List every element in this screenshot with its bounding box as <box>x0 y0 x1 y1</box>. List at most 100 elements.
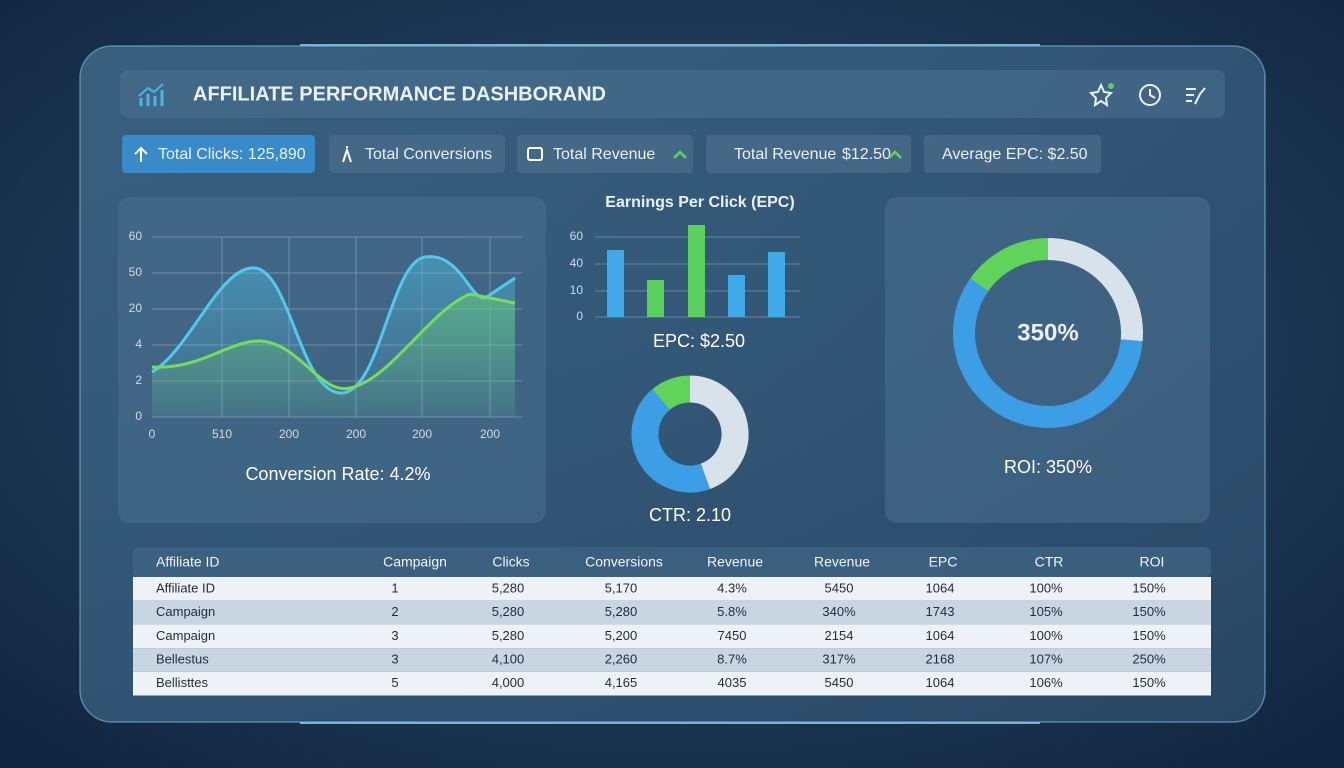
kpi-bg <box>706 135 911 173</box>
table-cell: 150% <box>1132 580 1166 595</box>
epc-bar <box>688 225 705 317</box>
x-axis-label: 0 <box>149 427 156 441</box>
kpi-pill[interactable]: Total Revenue $12.50 <box>706 135 911 173</box>
table-cell: 107% <box>1029 652 1063 667</box>
table-cell: 2 <box>391 604 398 619</box>
table-header-cell: ROI <box>1140 554 1165 570</box>
x-axis-label: 200 <box>346 427 366 441</box>
table-cell: 5,280 <box>492 628 525 643</box>
table-cell: 5,280 <box>492 604 525 619</box>
y-axis-label: 4 <box>135 337 142 351</box>
star-button[interactable] <box>1088 82 1114 108</box>
table-header-cell: EPC <box>929 554 958 570</box>
kpi-pill[interactable]: Total Revenue <box>517 135 693 173</box>
table-row-bg <box>133 648 1211 672</box>
table-header-cell: Revenue <box>814 554 870 570</box>
x-axis-label: 510 <box>212 427 232 441</box>
table-cell: 4.3% <box>717 580 747 595</box>
y-axis-label: 50 <box>129 265 143 279</box>
table-cell: 5 <box>391 675 398 690</box>
table-cell: 5,200 <box>605 628 638 643</box>
table-header-cell: Affiliate ID <box>156 554 220 570</box>
kpi-label: Total Clicks: 125,890 <box>158 146 306 163</box>
table-header-cell: Conversions <box>585 554 663 570</box>
table-cell: Campaign <box>156 628 215 643</box>
green-line <box>151 292 516 391</box>
table-cell: Bellisttes <box>156 675 209 690</box>
kpi-pill[interactable]: Average EPC: $2.50 <box>924 135 1101 173</box>
y-axis-label: 10 <box>570 283 584 297</box>
table-cell: 317% <box>822 652 856 667</box>
table-cell: 1064 <box>926 675 955 690</box>
table-cell: 150% <box>1132 628 1166 643</box>
kpi-icon <box>134 146 148 162</box>
kpi-chevron <box>673 150 687 159</box>
table-header-bg <box>133 547 1211 577</box>
table-cell: Affiliate ID <box>156 580 215 595</box>
table-cell: 5450 <box>825 675 854 690</box>
roi-center: 350% <box>1017 319 1078 346</box>
kpi-pill[interactable]: Total Conversions <box>329 135 505 173</box>
epc-bar <box>647 280 664 317</box>
table-cell: 2,260 <box>605 652 638 667</box>
table-cell: 4035 <box>718 675 747 690</box>
kpi-icon <box>527 147 543 161</box>
table-row-bg <box>133 671 1211 696</box>
table-cell: 4,100 <box>492 652 525 667</box>
logo-icon <box>138 83 164 106</box>
y-axis-label: 2 <box>135 373 142 387</box>
table-header-cell: CTR <box>1035 554 1064 570</box>
table-cell: 4,000 <box>492 675 525 690</box>
epc-bar <box>768 252 785 317</box>
table-header-cell: Revenue <box>707 554 763 570</box>
y-axis-label: 20 <box>129 301 143 315</box>
table-cell: 1743 <box>926 604 955 619</box>
table-row-bg <box>133 600 1211 625</box>
kpi-value: $12.50 <box>842 146 891 163</box>
conversion-caption: Conversion Rate: 4.2% <box>245 464 430 484</box>
table-cell: 8.7% <box>717 652 747 667</box>
table-header-cell: Clicks <box>492 554 529 570</box>
y-axis-label: 60 <box>570 229 584 243</box>
kpi-icon <box>342 146 352 163</box>
table-cell: 1064 <box>926 580 955 595</box>
epc-bar <box>728 275 745 317</box>
kpi-bg <box>924 135 1101 173</box>
x-axis-label: 200 <box>480 427 500 441</box>
table-cell: 100% <box>1029 628 1063 643</box>
table-cell: 2154 <box>825 628 854 643</box>
table-cell: 5,170 <box>605 580 638 595</box>
roi-donut <box>953 238 1144 428</box>
table-row-bg <box>133 624 1211 649</box>
green-area <box>152 294 515 417</box>
table-cell: 3 <box>391 628 398 643</box>
y-axis-label: 40 <box>570 256 584 270</box>
ctr-donut <box>631 375 749 493</box>
table-cell: 2168 <box>926 652 955 667</box>
epc-bar <box>607 250 624 317</box>
kpi-label: Average EPC: $2.50 <box>942 146 1088 163</box>
y-axis-label: 60 <box>129 229 143 243</box>
epc-caption: EPC: $2.50 <box>653 331 745 351</box>
header-bar <box>120 70 1225 118</box>
settings-button[interactable] <box>1186 87 1206 105</box>
kpi-bg <box>517 135 693 173</box>
table-row-bg <box>133 577 1211 601</box>
history-button[interactable] <box>1139 84 1161 106</box>
table-cell: 100% <box>1029 580 1063 595</box>
roi-panel <box>885 197 1210 523</box>
roi-caption: ROI: 350% <box>1004 457 1092 477</box>
table-cell: Bellestus <box>156 652 209 667</box>
kpi-label: Total Conversions <box>365 146 492 163</box>
table-cell: 5.8% <box>717 604 747 619</box>
x-axis-label: 200 <box>412 427 432 441</box>
x-axis-label: 200 <box>279 427 299 441</box>
kpi-pill[interactable]: Total Clicks: 125,890 <box>122 135 315 173</box>
table-cell: 7450 <box>718 628 747 643</box>
y-axis-label: 0 <box>135 409 142 423</box>
table-header-cell: Campaign <box>383 554 447 570</box>
ctr-caption: CTR: 2.10 <box>649 505 731 525</box>
table-cell: 5,280 <box>605 604 638 619</box>
kpi-label: Total Revenue <box>734 146 836 163</box>
table-cell: 3 <box>391 652 398 667</box>
